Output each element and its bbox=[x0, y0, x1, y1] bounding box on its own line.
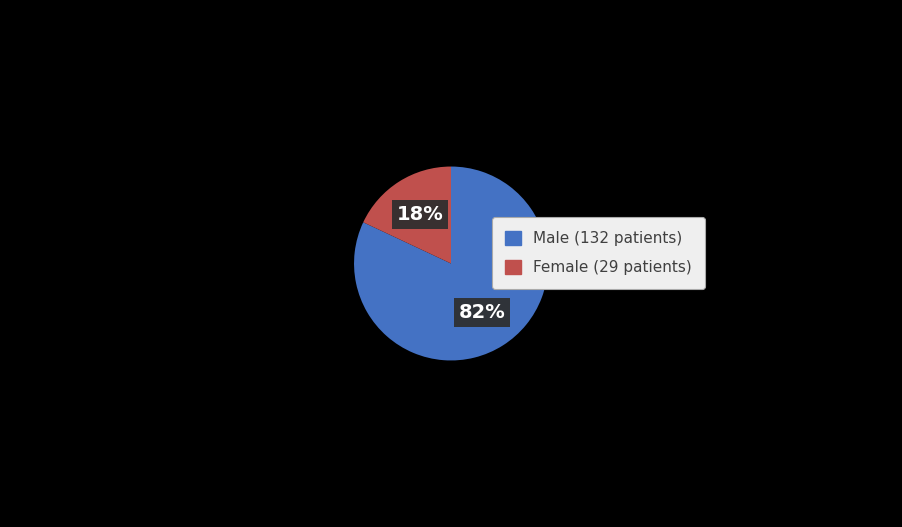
Wedge shape bbox=[354, 167, 548, 360]
Text: 82%: 82% bbox=[459, 303, 505, 322]
Wedge shape bbox=[364, 167, 451, 264]
Text: 18%: 18% bbox=[397, 205, 443, 224]
Legend: Male (132 patients), Female (29 patients): Male (132 patients), Female (29 patients… bbox=[492, 217, 705, 289]
